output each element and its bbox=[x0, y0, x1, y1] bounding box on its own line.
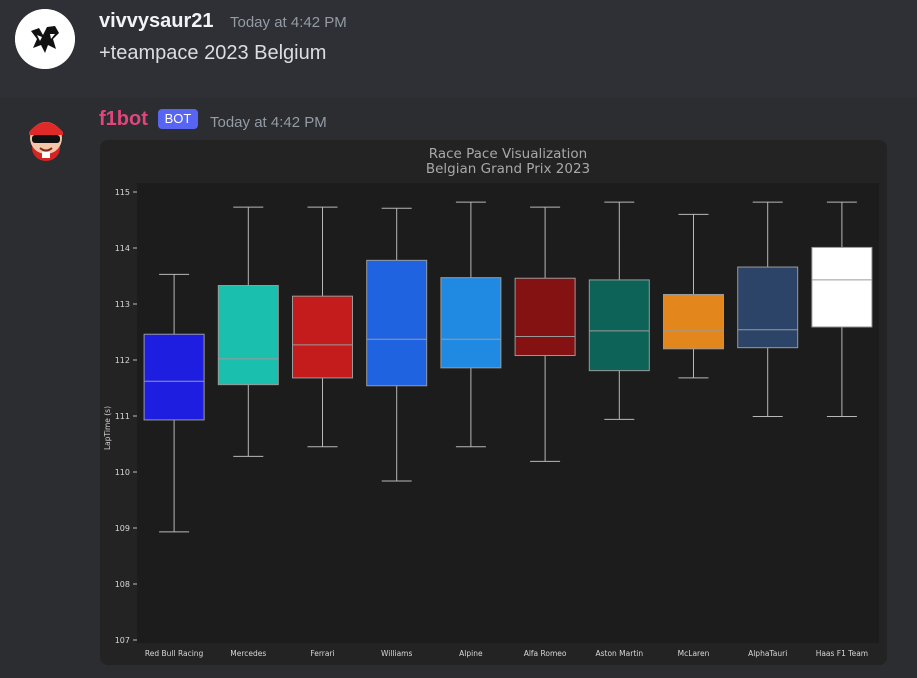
plot-area bbox=[137, 183, 879, 643]
race-pace-boxplot: Race Pace Visualization Belgian Grand Pr… bbox=[100, 140, 887, 665]
user-message-row bbox=[0, 0, 917, 98]
x-tick-label: Mercedes bbox=[230, 649, 266, 658]
user-avatar[interactable] bbox=[15, 9, 75, 69]
y-tick-label: 115 bbox=[115, 188, 130, 197]
chart-image-attachment[interactable]: Race Pace Visualization Belgian Grand Pr… bbox=[100, 140, 887, 665]
box-alphatauri bbox=[737, 201, 799, 418]
y-tick-label: 113 bbox=[115, 300, 130, 309]
box-body bbox=[217, 285, 279, 386]
x-tick-label: Haas F1 Team bbox=[816, 649, 868, 658]
bot-username[interactable]: f1bot bbox=[99, 108, 148, 130]
chat-bottom-edge bbox=[0, 671, 917, 678]
y-tick-label: 108 bbox=[115, 580, 130, 589]
box-series bbox=[143, 201, 873, 533]
box-body bbox=[143, 333, 205, 421]
box-body bbox=[811, 246, 873, 328]
x-tick-label: Ferrari bbox=[310, 649, 334, 658]
y-tick-label: 107 bbox=[115, 636, 130, 645]
user-message-timestamp: Today at 4:42 PM bbox=[230, 14, 347, 31]
bot-badge: BOT bbox=[158, 109, 198, 129]
y-tick-label: 111 bbox=[115, 412, 130, 421]
cartoon-driver-icon bbox=[29, 122, 63, 161]
box-body bbox=[514, 277, 576, 357]
box-alfa-romeo bbox=[514, 206, 576, 462]
x-tick-label: Alpine bbox=[459, 649, 483, 658]
box-williams bbox=[366, 207, 428, 482]
y-tick-label: 110 bbox=[115, 468, 130, 477]
x-tick-label: McLaren bbox=[678, 649, 710, 658]
y-tick-label: 114 bbox=[115, 244, 130, 253]
y-axis-label: LapTime (s) bbox=[103, 406, 112, 450]
user-message-content: +teampace 2023 Belgium bbox=[99, 42, 327, 64]
user-username[interactable]: vivvysaur21 bbox=[99, 10, 214, 32]
box-body bbox=[663, 293, 724, 350]
x-axis: Red Bull Racing Mercedes Ferrari Williams Al… bbox=[145, 649, 868, 658]
x-tick-label: Alfa Romeo bbox=[524, 649, 567, 658]
x-tick-label: Williams bbox=[381, 649, 412, 658]
x-tick-label: Aston Martin bbox=[595, 649, 643, 658]
chart-title: Race Pace Visualization bbox=[429, 146, 587, 162]
box-body bbox=[588, 279, 650, 372]
box-mclaren bbox=[663, 213, 724, 379]
box-body bbox=[366, 259, 428, 387]
box-red-bull-racing bbox=[143, 273, 205, 533]
box-body bbox=[292, 295, 353, 379]
y-axis: 107 108 109 110 111 112 113 114 115 bbox=[115, 188, 137, 645]
x-tick-label: Red Bull Racing bbox=[145, 649, 204, 658]
dragon-logo-icon bbox=[15, 9, 75, 69]
chart-subtitle: Belgian Grand Prix 2023 bbox=[426, 161, 590, 177]
box-alpine bbox=[440, 201, 502, 448]
box-ferrari bbox=[292, 206, 353, 448]
bot-message-timestamp: Today at 4:42 PM bbox=[210, 114, 327, 131]
y-tick-label: 112 bbox=[115, 356, 130, 365]
bot-avatar[interactable] bbox=[16, 108, 76, 168]
box-aston-martin bbox=[588, 201, 650, 420]
box-body bbox=[440, 277, 502, 369]
x-tick-label: AlphaTauri bbox=[748, 649, 787, 658]
box-haas-f1-team bbox=[811, 201, 873, 418]
box-body bbox=[737, 266, 799, 349]
box-mercedes bbox=[217, 206, 279, 457]
y-tick-label: 109 bbox=[115, 524, 130, 533]
